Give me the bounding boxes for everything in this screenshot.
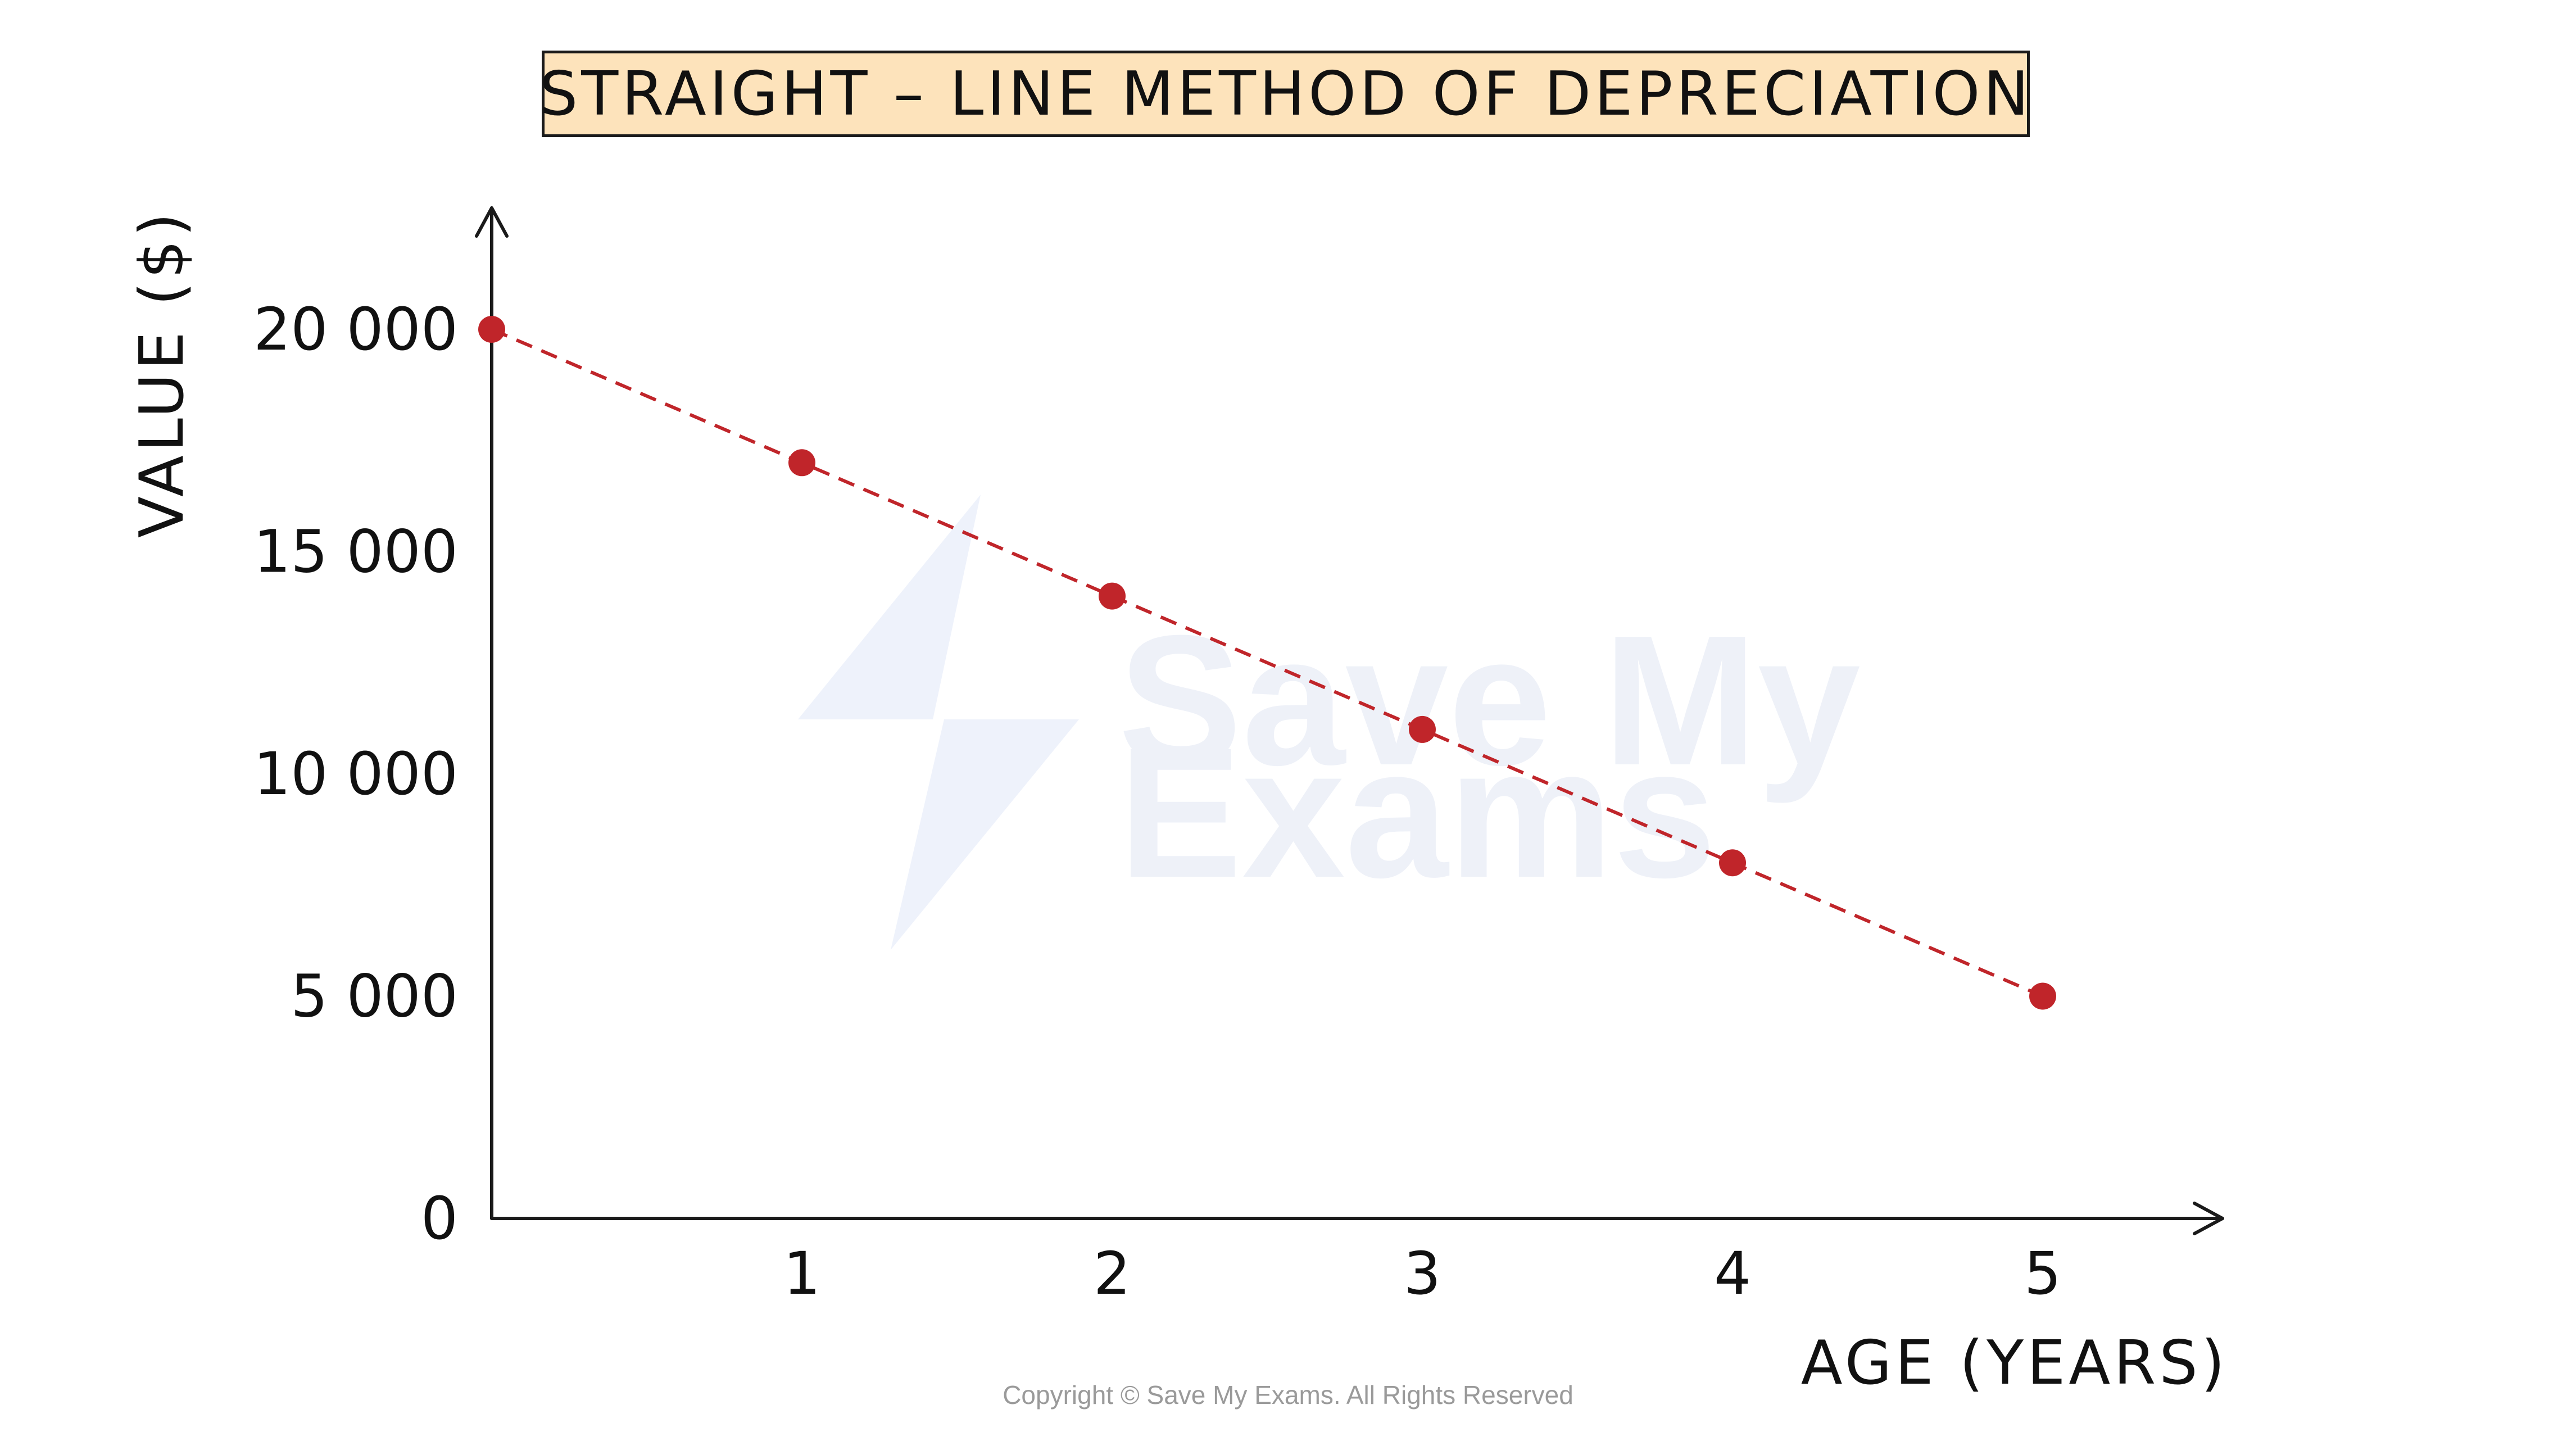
watermark-line1: Save My bbox=[1118, 596, 1862, 805]
y-tick-label: 10 000 bbox=[253, 740, 458, 808]
x-tick-label: 3 bbox=[1404, 1239, 1441, 1308]
x-tick-label: 2 bbox=[1094, 1239, 1131, 1308]
data-point bbox=[478, 316, 505, 343]
x-axis-label: AGE (YEARS) bbox=[1801, 1328, 2228, 1398]
x-tick-label: 5 bbox=[2024, 1239, 2061, 1308]
x-tick-label: 4 bbox=[1714, 1239, 1751, 1308]
axes bbox=[475, 206, 2224, 1235]
trend-line bbox=[491, 328, 2044, 998]
y-tick-label: 5 000 bbox=[291, 962, 458, 1031]
y-tick-label: 0 bbox=[421, 1184, 458, 1253]
chart-title-box: STRAIGHT – LINE METHOD OF DEPRECIATION bbox=[539, 51, 2033, 137]
y-axis-label: VALUE ($) bbox=[127, 210, 197, 538]
y-tick-label: 20 000 bbox=[253, 295, 458, 364]
data-series bbox=[478, 316, 2056, 1010]
x-axis-arrowhead bbox=[2193, 1202, 2224, 1235]
y-tick-labels: 0 5 000 10 000 15 000 20 000 bbox=[253, 295, 458, 1253]
y-tick-label: 15 000 bbox=[253, 518, 458, 586]
data-point bbox=[1409, 715, 1436, 743]
copyright-notice: Copyright © Save My Exams. All Rights Re… bbox=[1003, 1380, 1573, 1410]
data-point bbox=[788, 449, 815, 477]
x-tick-labels: 1 2 3 4 5 bbox=[783, 1239, 2061, 1308]
x-tick-label: 1 bbox=[783, 1239, 820, 1308]
y-axis-arrowhead bbox=[475, 206, 509, 238]
chart-title: STRAIGHT – LINE METHOD OF DEPRECIATION bbox=[539, 58, 2033, 129]
watermark: Save My Exams bbox=[798, 495, 1862, 950]
data-point bbox=[2029, 982, 2056, 1010]
data-point bbox=[1719, 849, 1746, 877]
data-point bbox=[1099, 582, 1126, 610]
lightning-bolt-icon bbox=[798, 495, 1079, 950]
